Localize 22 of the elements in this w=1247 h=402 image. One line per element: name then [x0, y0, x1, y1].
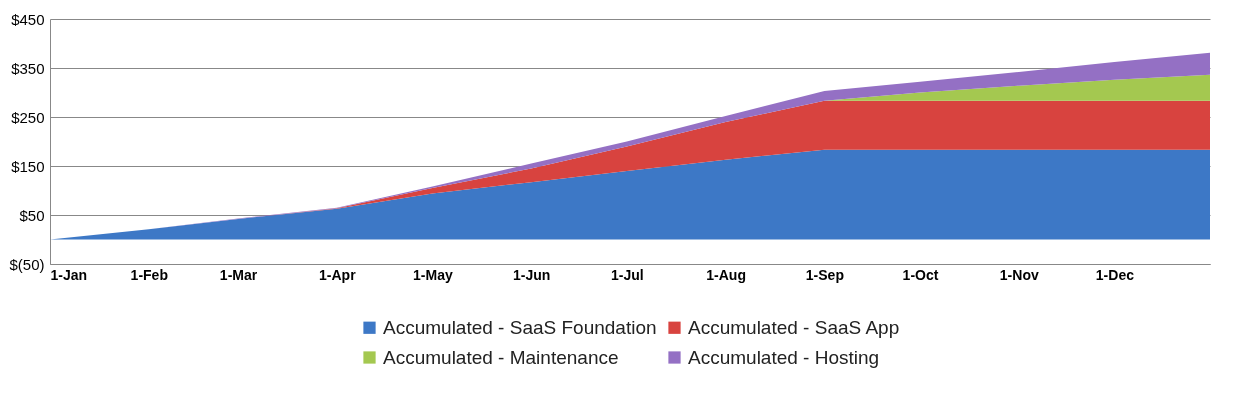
x-tick-label: 1-Sep	[805, 266, 844, 283]
y-tick-label: $50	[19, 206, 45, 224]
y-tick-label: $(50)	[9, 255, 45, 273]
x-tick-label: 1-Oct	[902, 266, 939, 283]
x-tick-label: 1-Mar	[219, 266, 258, 283]
x-tick-label: 1-Feb	[130, 266, 168, 283]
x-tick-label: 1-Aug	[706, 266, 746, 283]
legend-label: Accumulated - SaaS App	[688, 316, 900, 338]
x-tick-label: 1-Apr	[319, 266, 357, 283]
legend-label: Accumulated - Maintenance	[383, 346, 619, 368]
x-tick-label: 1-Dec	[1095, 266, 1135, 283]
x-tick-label: 1-Jan	[50, 266, 88, 283]
y-tick-label: $250	[11, 108, 45, 126]
x-tick-label: 1-May	[413, 266, 453, 283]
x-tick-label: 1-Nov	[999, 266, 1039, 283]
y-tick-label: $150	[11, 157, 45, 175]
y-tick-label: $450	[11, 10, 45, 28]
legend-label: Accumulated - SaaS Foundation	[383, 316, 657, 338]
legend-label: Accumulated - Hosting	[688, 346, 880, 368]
x-tick-label: 1-Jun	[513, 266, 551, 283]
x-tick-label: 1-Jul	[610, 266, 644, 283]
y-tick-label: $350	[11, 59, 45, 77]
